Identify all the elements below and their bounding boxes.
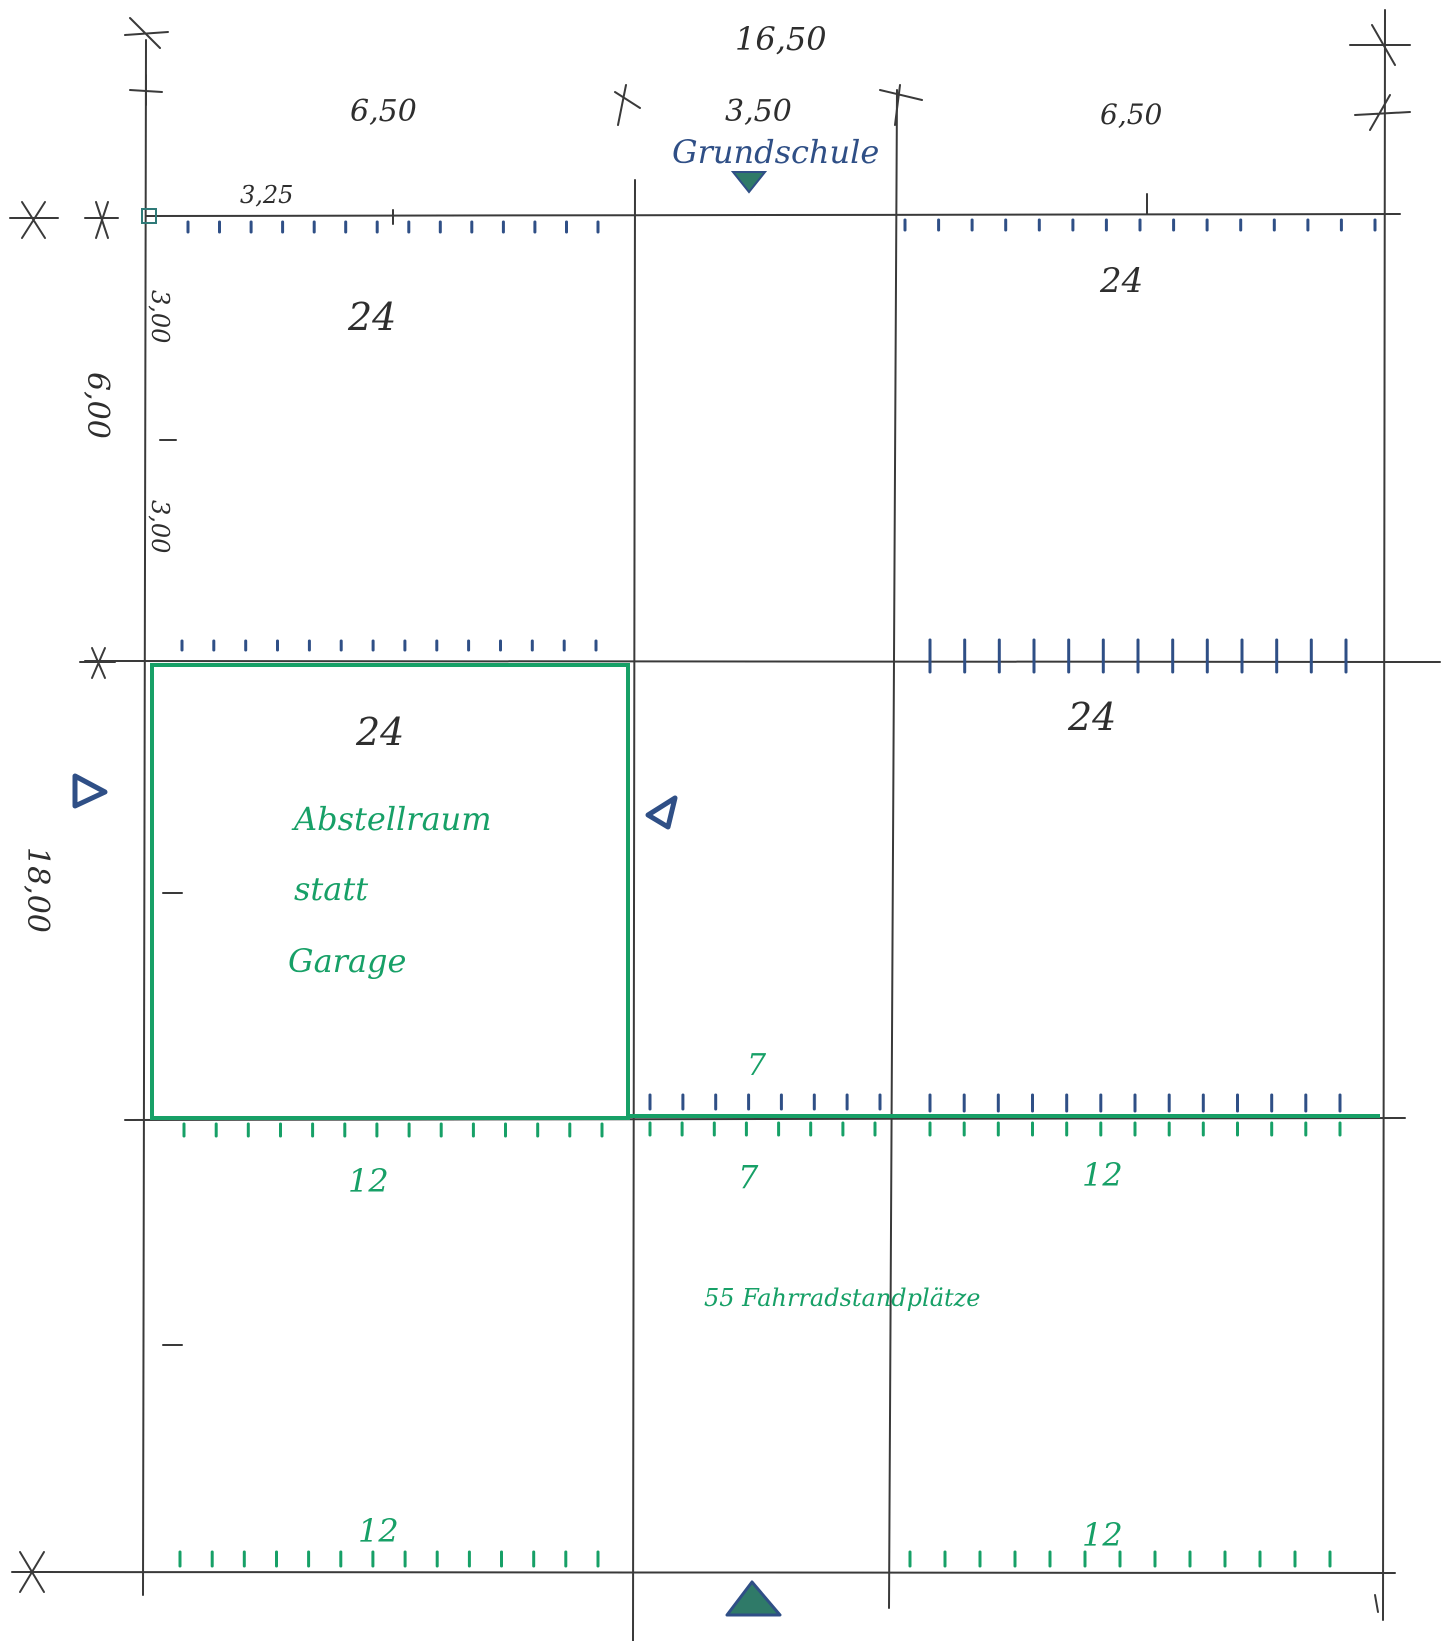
count-row4-left: 12 <box>358 1512 399 1550</box>
count-row1-right: 24 <box>1099 261 1143 301</box>
count-row1-left: 24 <box>347 295 396 339</box>
count-row3-middle: 7 <box>738 1158 759 1196</box>
side-arrow-left-icon <box>72 773 108 809</box>
entrance-arrow-top-icon <box>730 171 768 194</box>
count-row2-right: 24 <box>1067 695 1116 739</box>
dimension-half-row-upper: 3,00 <box>146 290 174 343</box>
corner-marker <box>141 208 157 224</box>
grid-line-inner-left <box>632 179 636 1641</box>
stall-ticks-row4-left <box>178 1550 600 1568</box>
stall-ticks-row3-left-bottom <box>182 1122 604 1138</box>
count-row2-left: 24 <box>355 710 404 754</box>
count-row3-right: 12 <box>1082 1156 1123 1194</box>
dimension-tick <box>1354 94 1411 131</box>
dimension-tick <box>11 1551 53 1593</box>
stall-ticks-row4-right <box>908 1550 1332 1568</box>
grid-line-row2 <box>84 660 1441 663</box>
dimension-tick <box>79 647 116 679</box>
stall-ticks-row3-right-bottom <box>928 1121 1342 1137</box>
grid-lines <box>9 9 1441 1641</box>
label-storage-line3: Garage <box>288 942 406 980</box>
dimension-tick <box>84 201 119 239</box>
stall-ticks-blue <box>180 218 1377 1113</box>
stall-ticks-row3-middle <box>648 1093 882 1111</box>
storage-room-outline <box>150 663 630 1120</box>
stall-ticks-row3-middle-bottom <box>648 1121 877 1137</box>
grid-line-left <box>142 39 147 1596</box>
grid-line-right <box>1382 9 1386 1621</box>
grid-line-inner-right <box>888 89 898 1609</box>
dimension-half-bay: 3,25 <box>240 181 293 209</box>
dimension-tick <box>9 201 59 239</box>
dimension-half-row-lower: 3,00 <box>146 500 174 553</box>
stall-ticks-row1-right <box>903 218 1377 232</box>
stall-ticks-row3-right-top <box>928 1093 1342 1113</box>
grid-line-top <box>145 213 1401 217</box>
grid-line-bottom <box>39 1571 1396 1574</box>
dimension-total-height: 18,00 <box>20 847 55 933</box>
dimension-tick <box>129 74 163 106</box>
dimension-tick <box>879 84 923 126</box>
dimension-middle-width: 3,50 <box>725 94 792 129</box>
count-row4-right: 12 <box>1082 1516 1123 1554</box>
label-storage-line1: Abstellraum <box>291 800 492 838</box>
dimension-tick <box>614 84 641 126</box>
pencil-mark <box>1374 1594 1379 1613</box>
dimension-tick <box>1349 24 1411 66</box>
count-row3-middle-top: 7 <box>747 1048 767 1083</box>
dimension-left-width: 6,50 <box>350 94 417 129</box>
stall-ticks-row1-left <box>186 220 600 234</box>
label-storage-line2: statt <box>294 870 368 908</box>
stall-ticks-row2-left <box>180 639 598 652</box>
dimension-tick <box>124 17 169 49</box>
stall-ticks-green <box>178 1121 1342 1568</box>
label-bicycles: 55 Fahrradstandplätze <box>704 1284 981 1312</box>
dimension-total-width: 16,50 <box>735 20 827 58</box>
entrance-arrow-bottom-icon <box>725 1580 782 1617</box>
count-row3-left: 12 <box>348 1162 389 1200</box>
dimension-right-width: 6,50 <box>1100 98 1162 131</box>
side-arrow-middle-icon <box>645 795 678 830</box>
label-top-entrance: Grundschule <box>672 133 879 171</box>
stall-ticks-row2-right <box>928 638 1348 674</box>
dimension-row-height: 6,00 <box>80 372 115 439</box>
